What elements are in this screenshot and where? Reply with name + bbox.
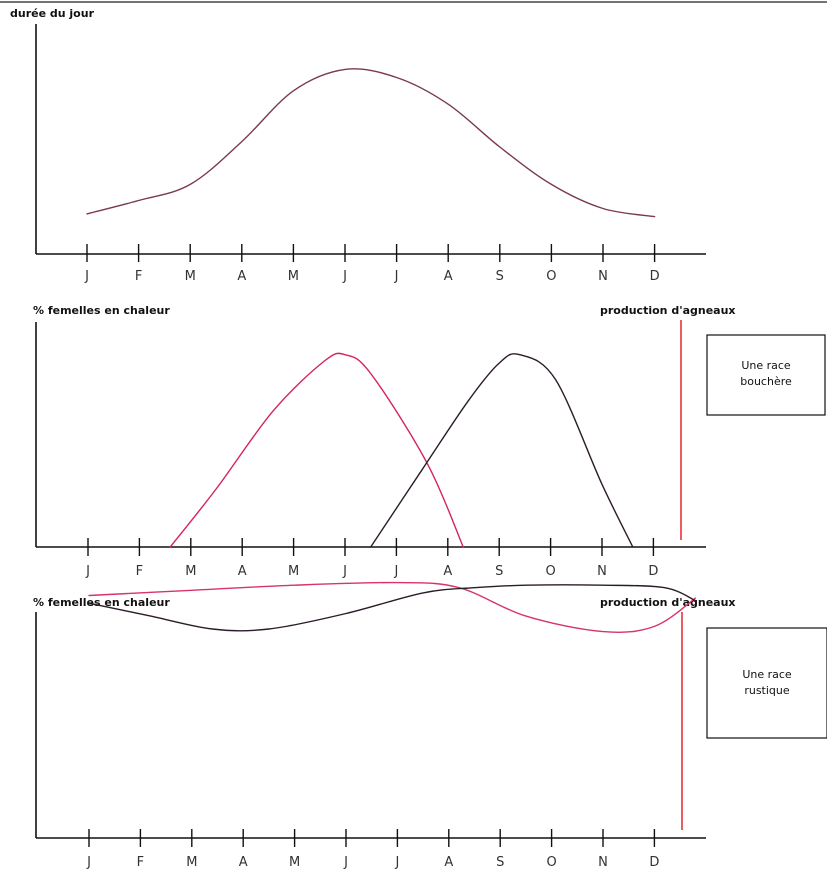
x-tick-label: F	[135, 269, 142, 284]
panel3-y-label: % femelles en chaleur	[33, 596, 170, 609]
x-tick-label: D	[649, 855, 659, 870]
x-tick-label: S	[495, 564, 503, 579]
x-tick-label: J	[342, 564, 347, 579]
x-tick-label: J	[343, 855, 348, 870]
x-tick-label: N	[598, 269, 608, 284]
series-line	[86, 68, 656, 218]
series-line	[88, 581, 697, 633]
x-tick-label: J	[84, 269, 89, 284]
x-tick-label: M	[185, 269, 196, 284]
panel2-box-line2: bouchère	[740, 375, 792, 388]
day-length-panel: durée du jour J F M A M J J A S O N D	[10, 7, 706, 284]
x-tick-label: J	[85, 564, 90, 579]
x-tick-label: O	[546, 269, 556, 284]
panel3-ticks	[88, 829, 656, 847]
x-tick-label: S	[496, 855, 504, 870]
x-tick-label: O	[545, 564, 555, 579]
x-tick-label: A	[443, 564, 452, 579]
panel2-breed-box	[706, 334, 826, 416]
panel3-box-line1: Une race	[742, 668, 792, 681]
panel2-box-line1: Une race	[741, 359, 791, 372]
x-tick-label: M	[186, 855, 197, 870]
x-tick-label: O	[546, 855, 556, 870]
panel3-box-line2: rustique	[744, 684, 790, 697]
x-tick-label: A	[444, 269, 453, 284]
x-tick-label: F	[136, 564, 143, 579]
panel3-right-label: production d'agneaux	[600, 596, 736, 609]
panel3-breed-box	[706, 627, 827, 739]
x-tick-label: J	[86, 855, 91, 870]
series-line	[370, 353, 634, 548]
x-tick-label: A	[444, 855, 453, 870]
panel2-y-label: % femelles en chaleur	[33, 304, 170, 317]
panel1-ticks	[86, 244, 656, 262]
x-tick-label: J	[394, 855, 399, 870]
x-tick-label: A	[237, 269, 246, 284]
x-tick-label: N	[598, 855, 608, 870]
x-tick-label: M	[288, 269, 299, 284]
x-tick-label: M	[288, 564, 299, 579]
x-tick-label: D	[650, 269, 660, 284]
panel2-curves	[169, 352, 634, 548]
x-tick-label: N	[597, 564, 607, 579]
series-line	[88, 584, 697, 632]
x-tick-label: M	[289, 855, 300, 870]
series-line	[169, 352, 464, 548]
panel1-curves	[86, 68, 656, 218]
x-tick-label: M	[185, 564, 196, 579]
meat-breed-panel: % femelles en chaleur production d'agnea…	[33, 304, 826, 579]
x-tick-label: A	[238, 564, 247, 579]
rustic-breed-panel: % femelles en chaleur production d'agnea…	[33, 581, 827, 870]
x-tick-label: A	[239, 855, 248, 870]
x-tick-label: S	[496, 269, 504, 284]
panel1-y-label: durée du jour	[10, 7, 95, 20]
panel3-curves	[88, 581, 697, 633]
x-tick-label: D	[648, 564, 658, 579]
panel2-ticks	[87, 538, 655, 556]
x-tick-label: J	[393, 564, 398, 579]
x-tick-label: F	[137, 855, 144, 870]
x-tick-label: J	[342, 269, 347, 284]
panel2-right-label: production d'agneaux	[600, 304, 736, 317]
x-tick-label: J	[394, 269, 399, 284]
